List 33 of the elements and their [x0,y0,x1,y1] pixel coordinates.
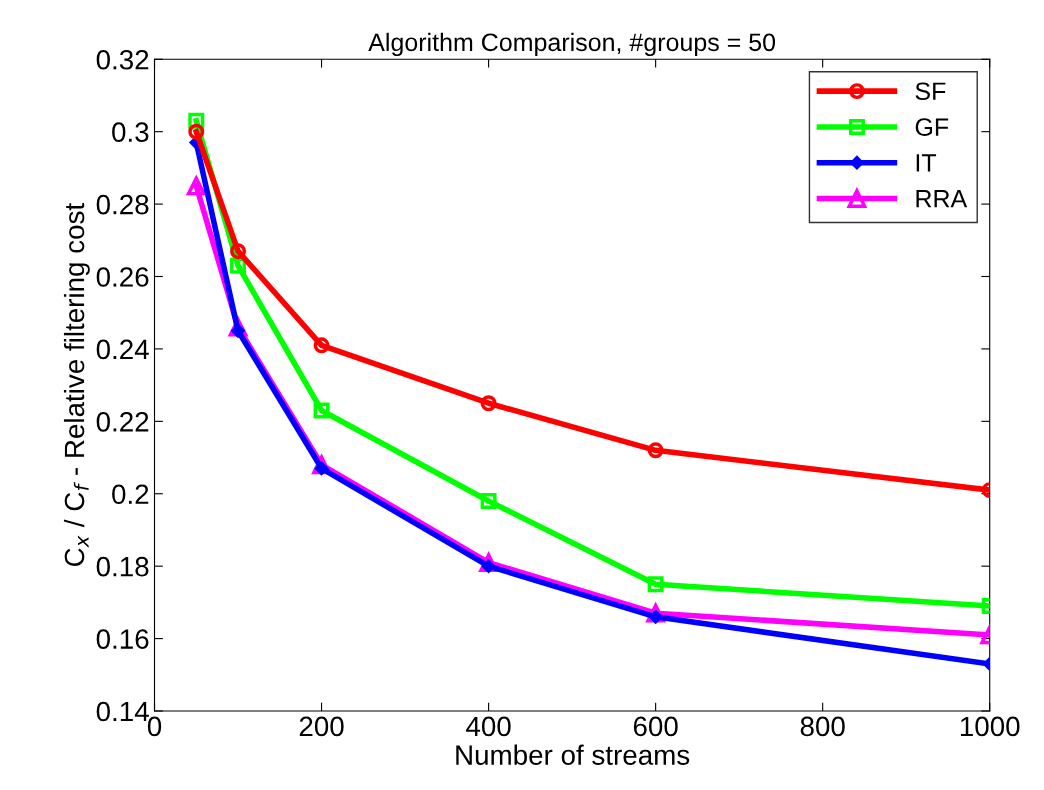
y-tick-label: 0.26 [96,267,149,287]
point [647,576,664,593]
point [480,395,497,412]
y-tick-label: 0.22 [96,412,149,432]
x-tick-label: 800 [800,716,845,737]
x-tick-label: 0 [147,716,162,737]
x-tick-label: 1000 [960,716,1020,737]
legend-label: SF [915,82,946,101]
y-tick-label: 0.14 [96,701,149,722]
y-axis-title: C$_{x}$ / C$_{f}$ - Relative filtering cost [63,203,90,567]
point [188,123,205,140]
x-tick-label: 200 [299,716,344,737]
chart-title: Algorithm Comparison, #groups = 50 [368,32,776,57]
x-tick-label: 400 [466,716,511,737]
y-tick-label: 0.32 [96,49,149,70]
point [230,243,247,260]
legend-label: IT [916,154,937,172]
point [313,337,330,354]
point [480,493,497,509]
y-tick-label: 0.28 [96,194,149,215]
x-tick-label: 600 [633,716,678,737]
y-tick-label: 0.24 [96,339,149,360]
point [647,442,664,459]
legend-label: GF [915,118,949,136]
y-tick-label: 0.16 [96,629,149,649]
point [313,402,330,419]
x-axis-title: Number of streams [456,744,690,765]
legend-label: RRA [916,190,968,208]
y-tick-label: 0.3 [112,122,149,143]
y-tick-label: 0.18 [96,556,149,577]
point [186,174,206,196]
y-tick-label: 0.2 [112,484,149,505]
point [230,257,247,274]
